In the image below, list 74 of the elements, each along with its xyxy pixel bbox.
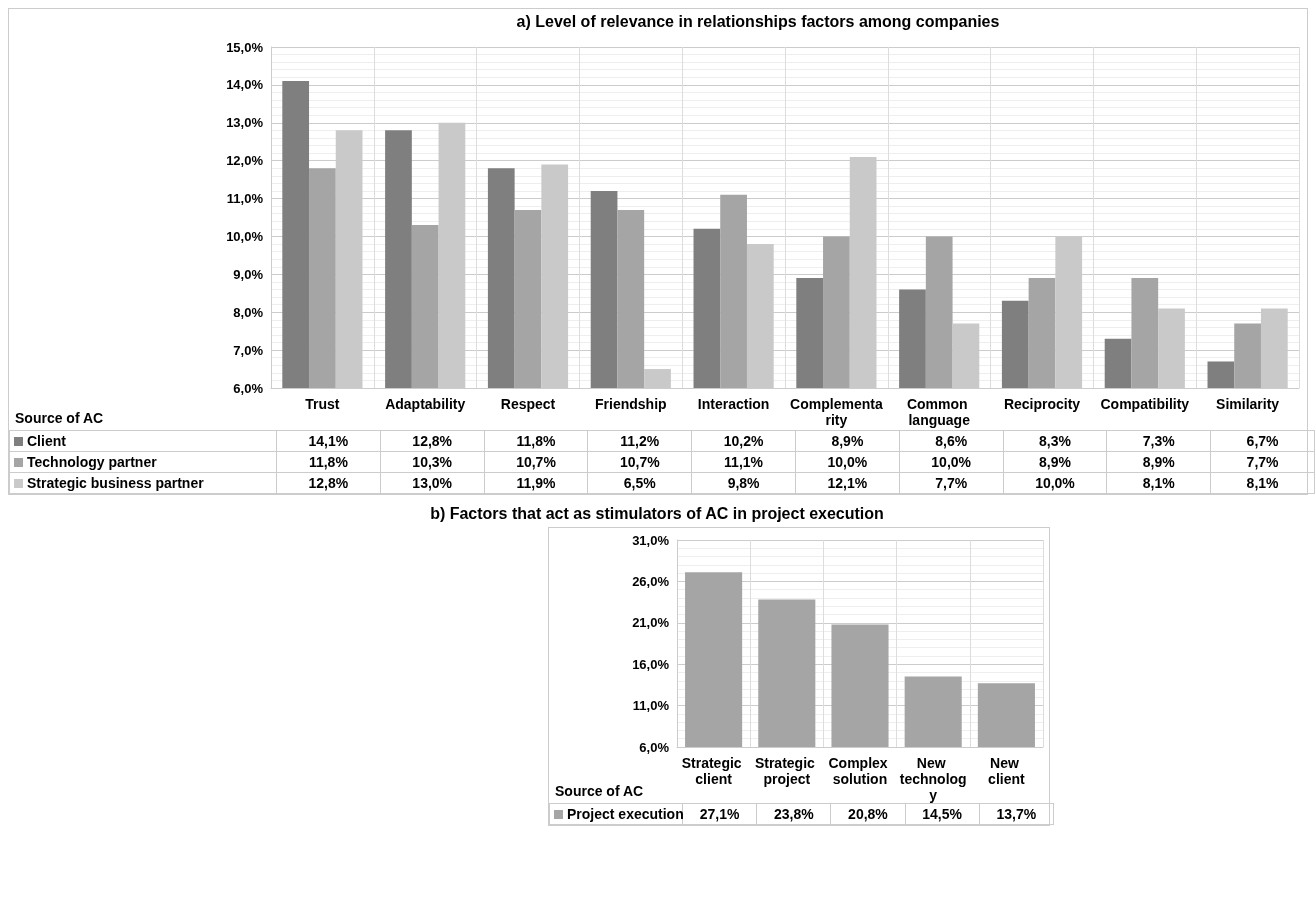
x-tick-label: Similarity — [1216, 396, 1280, 412]
y-tick-label: 10,0% — [226, 228, 264, 244]
data-label: 10,0% — [1003, 472, 1107, 494]
data-label: 14,1% — [276, 430, 381, 452]
x-tick-label: Strategic project — [754, 755, 819, 787]
data-label: 13,7% — [979, 803, 1054, 825]
legend-title: Source of AC — [555, 783, 644, 799]
y-tick-label: 31,0% — [632, 532, 670, 548]
y-tick-label: 6,0% — [233, 380, 264, 396]
data-label: 10,0% — [795, 451, 900, 473]
legend-title: Source of AC — [15, 410, 104, 426]
y-tick-label: 11,0% — [632, 698, 670, 714]
x-tick-label: Respect — [500, 396, 556, 412]
x-tick-label: New technology — [899, 755, 967, 803]
x-tick-label: Adaptability — [385, 396, 466, 412]
y-tick-label: 21,0% — [632, 615, 670, 631]
y-tick-label: 16,0% — [632, 656, 670, 672]
data-label: 9,8% — [691, 472, 796, 494]
data-label: 11,1% — [691, 451, 796, 473]
x-tick-label: Reciprocity — [1003, 396, 1081, 412]
y-tick-label: 12,0% — [226, 153, 264, 169]
data-label: 8,9% — [795, 430, 900, 452]
y-tick-label: 11,0% — [226, 191, 264, 207]
data-label: 10,7% — [587, 451, 692, 473]
x-tick-label: Compatibility — [1100, 396, 1190, 412]
data-label: 27,1% — [682, 803, 757, 825]
data-label: 12,8% — [276, 472, 381, 494]
legend-label: Project execution — [549, 803, 684, 825]
x-tick-label: Common language — [906, 396, 972, 428]
data-label: 11,8% — [484, 430, 588, 452]
data-label: 11,8% — [276, 451, 381, 473]
data-label: 10,2% — [691, 430, 796, 452]
y-tick-label: 9,0% — [233, 266, 264, 282]
data-label: 6,5% — [587, 472, 692, 494]
y-tick-label: 8,0% — [233, 304, 264, 320]
data-label: 6,7% — [1210, 430, 1315, 452]
x-tick-label: Complementarity — [790, 396, 883, 428]
legend-label: Client — [9, 430, 277, 452]
y-tick-label: 13,0% — [226, 115, 264, 131]
x-tick-label: Complex solution — [828, 755, 892, 787]
data-label: 7,7% — [1210, 451, 1315, 473]
data-label: 10,0% — [899, 451, 1004, 473]
data-label: 14,5% — [905, 803, 980, 825]
chart-title: a) Level of relevance in relationships factors among companies — [515, 12, 1001, 32]
data-label: 10,7% — [484, 451, 588, 473]
data-label: 23,8% — [756, 803, 831, 825]
data-label: 8,9% — [1003, 451, 1107, 473]
data-label: 11,9% — [484, 472, 588, 494]
x-tick-label: Friendship — [595, 396, 667, 412]
x-tick-label: Trust — [305, 396, 340, 412]
legend-label: Strategic business partner — [9, 472, 277, 494]
data-label: 12,1% — [795, 472, 900, 494]
x-tick-label: Interaction — [697, 396, 770, 412]
data-label: 8,1% — [1210, 472, 1315, 494]
x-tick-label: New client — [988, 755, 1026, 787]
data-label: 8,6% — [899, 430, 1004, 452]
data-label: 7,7% — [899, 472, 1004, 494]
y-tick-label: 15,0% — [226, 39, 264, 55]
x-tick-label: Strategic client — [681, 755, 746, 787]
data-label: 20,8% — [830, 803, 906, 825]
data-label: 13,0% — [380, 472, 485, 494]
data-label: 8,9% — [1106, 451, 1211, 473]
data-label: 12,8% — [380, 430, 485, 452]
y-tick-label: 26,0% — [632, 573, 670, 589]
data-label: 8,1% — [1106, 472, 1211, 494]
data-label: 11,2% — [587, 430, 692, 452]
data-label: 8,3% — [1003, 430, 1107, 452]
legend-label: Technology partner — [9, 451, 277, 473]
data-label: 10,3% — [380, 451, 485, 473]
y-tick-label: 14,0% — [226, 77, 264, 93]
chart-title: b) Factors that act as stimulators of AC in project execution — [429, 504, 885, 524]
y-tick-label: 6,0% — [639, 739, 670, 755]
data-label: 7,3% — [1106, 430, 1211, 452]
y-tick-label: 7,0% — [233, 342, 264, 358]
